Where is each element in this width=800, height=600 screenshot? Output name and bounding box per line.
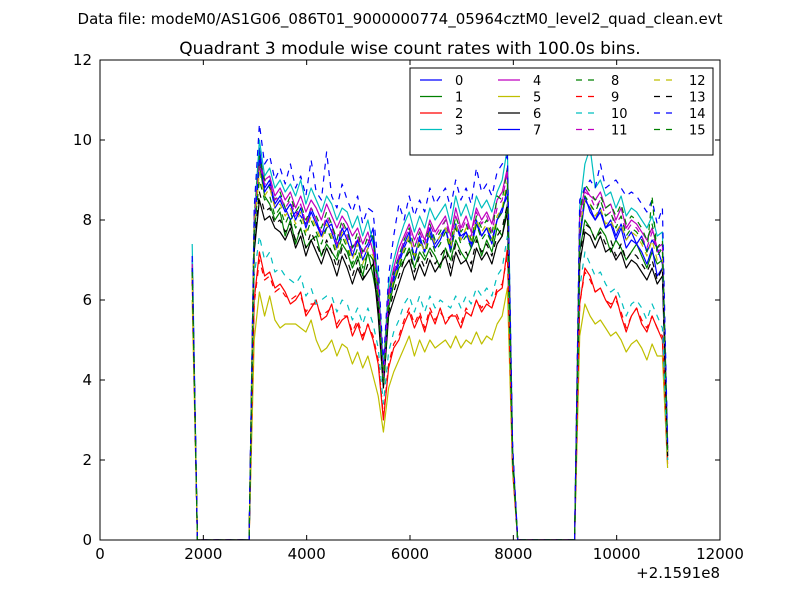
y-tick-label: 10 bbox=[73, 131, 92, 149]
legend-label-11: 11 bbox=[611, 124, 628, 139]
legend-label-9: 9 bbox=[611, 91, 619, 106]
legend-label-7: 7 bbox=[533, 124, 541, 139]
series-lines bbox=[191, 123, 669, 540]
x-tick-label: 2000 bbox=[184, 545, 222, 563]
x-tick-label: 10000 bbox=[593, 545, 641, 563]
legend-label-6: 6 bbox=[533, 107, 541, 122]
series-line-9 bbox=[191, 255, 669, 540]
x-tick-label: 0 bbox=[95, 545, 105, 563]
series-line-2 bbox=[191, 247, 669, 540]
x-tick-label: 6000 bbox=[391, 545, 429, 563]
x-tick-label: 12000 bbox=[696, 545, 744, 563]
series-line-13 bbox=[191, 191, 669, 540]
y-tick-label: 8 bbox=[82, 211, 92, 229]
series-line-15 bbox=[191, 179, 669, 540]
series-line-12 bbox=[191, 171, 669, 540]
series-line-11 bbox=[191, 163, 669, 540]
series-line-14 bbox=[191, 123, 669, 540]
series-line-6 bbox=[191, 199, 669, 540]
legend-label-10: 10 bbox=[611, 107, 628, 122]
x-tick-label: 4000 bbox=[288, 545, 326, 563]
series-line-4 bbox=[191, 159, 669, 540]
legend-label-4: 4 bbox=[533, 74, 541, 89]
legend-label-5: 5 bbox=[533, 91, 541, 106]
x-offset-label: +2.1591e8 bbox=[636, 564, 720, 582]
series-line-5 bbox=[191, 287, 669, 540]
chart-title: Quadrant 3 module wise count rates with … bbox=[179, 39, 640, 59]
y-tick-label: 12 bbox=[73, 51, 92, 69]
y-tick-label: 6 bbox=[82, 291, 92, 309]
legend-label-0: 0 bbox=[455, 74, 463, 89]
x-tick-label: 8000 bbox=[494, 545, 532, 563]
legend-label-3: 3 bbox=[455, 124, 463, 139]
series-line-8 bbox=[191, 155, 669, 540]
legend-label-14: 14 bbox=[689, 107, 706, 122]
figure-suptitle: Data file: modeM0/AS1G06_086T01_90000007… bbox=[78, 10, 723, 29]
legend-label-15: 15 bbox=[689, 124, 706, 139]
legend-label-8: 8 bbox=[611, 74, 619, 89]
series-line-1 bbox=[191, 163, 669, 540]
legend-label-1: 1 bbox=[455, 91, 463, 106]
legend-box bbox=[409, 67, 714, 156]
plot-area bbox=[191, 123, 669, 540]
y-tick-label: 2 bbox=[82, 451, 92, 469]
legend-label-12: 12 bbox=[689, 74, 706, 89]
series-line-10 bbox=[191, 235, 669, 540]
legend-label-13: 13 bbox=[689, 91, 706, 106]
legend-label-2: 2 bbox=[455, 107, 463, 122]
y-tick-label: 4 bbox=[82, 371, 92, 389]
y-tick-label: 0 bbox=[82, 531, 92, 549]
